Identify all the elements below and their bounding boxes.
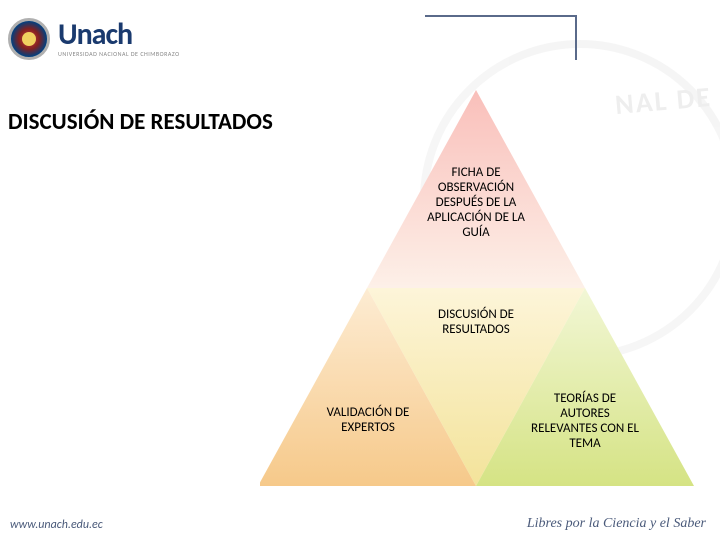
label-bottom-right: TEORÍAS DE AUTORES RELEVANTES CON EL TEM… bbox=[530, 392, 640, 452]
page-title: DISCUSIÓN DE RESULTADOS bbox=[8, 108, 273, 136]
header-divider-h bbox=[425, 15, 575, 17]
label-top: FICHA DE OBSERVACIÓN DESPUÉS DE LA APLIC… bbox=[420, 166, 532, 241]
logo-text-wrap: Unach UNIVERSIDAD NACIONAL DE CHIMBORAZO bbox=[58, 20, 180, 58]
logo-seal-icon bbox=[8, 18, 50, 60]
header-divider-v bbox=[575, 15, 577, 60]
logo-subtitle: UNIVERSIDAD NACIONAL DE CHIMBORAZO bbox=[58, 50, 180, 58]
footer-motto: Libres por la Ciencia y el Saber bbox=[527, 516, 706, 532]
label-center: DISCUSIÓN DE RESULTADOS bbox=[418, 308, 534, 338]
label-bottom-left: VALIDACIÓN DE EXPERTOS bbox=[310, 406, 426, 436]
footer: www.unach.edu.ec Libres por la Ciencia y… bbox=[0, 498, 720, 540]
pyramid-diagram: FICHA DE OBSERVACIÓN DESPUÉS DE LA APLIC… bbox=[260, 90, 700, 490]
footer-url: www.unach.edu.ec bbox=[10, 518, 103, 532]
logo-text: Unach bbox=[58, 20, 180, 50]
header: Unach UNIVERSIDAD NACIONAL DE CHIMBORAZO bbox=[8, 18, 180, 60]
